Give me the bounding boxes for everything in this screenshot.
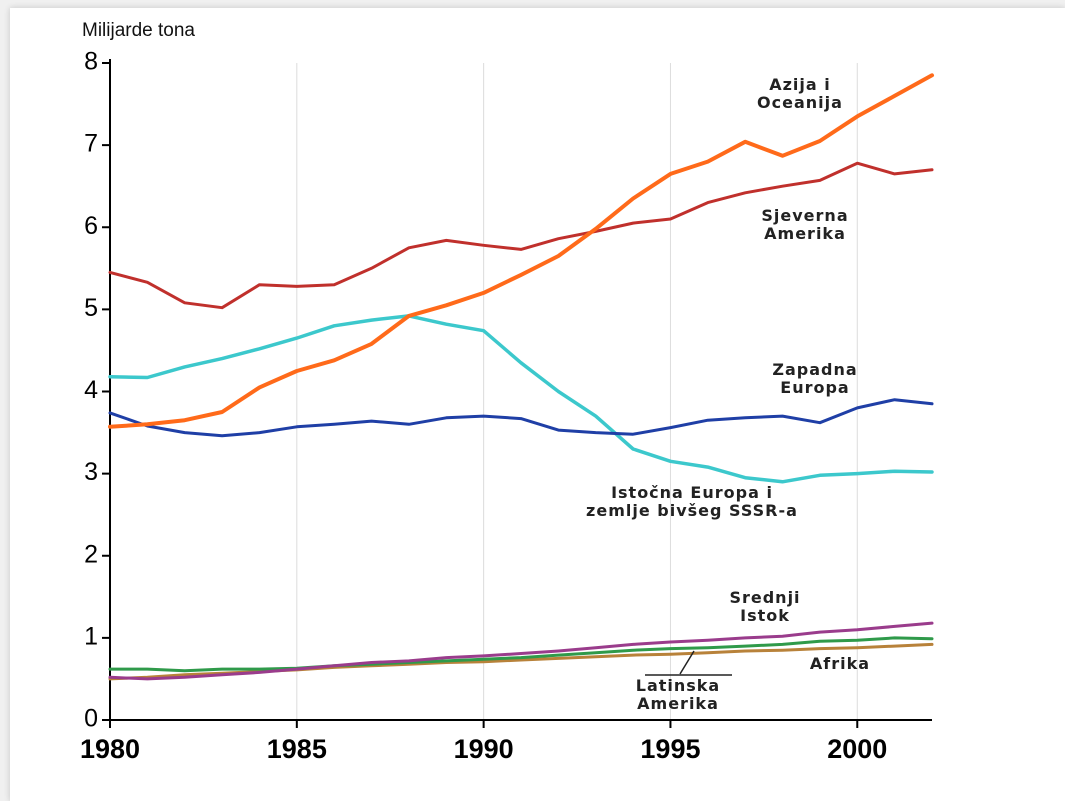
annotation-afrika: Afrika — [810, 654, 870, 673]
y-axis-label: Milijarde tona — [82, 20, 195, 41]
series-line-zapadna-europa — [108, 398, 934, 438]
y-tick-label-1: 1 — [84, 622, 98, 650]
x-tick-label-1980: 1980 — [80, 734, 140, 764]
y-tick-label-5: 5 — [84, 294, 98, 322]
x-tick-label-1985: 1985 — [267, 734, 327, 764]
y-tick-label-7: 7 — [84, 130, 98, 158]
annotation-line: Amerika — [637, 694, 719, 713]
latinska-amerika-leader-pointer — [679, 650, 695, 675]
y-tick-label-8: 8 — [84, 48, 98, 76]
axes — [102, 59, 932, 728]
x-tick-label-2000: 2000 — [827, 734, 887, 764]
y-tick-label-4: 4 — [84, 376, 98, 404]
annotation-sjeverna-amerika: Sjeverna Amerika — [761, 206, 848, 243]
annotation-line: Azija i — [769, 75, 831, 94]
annotation-line: Latinska — [636, 676, 720, 695]
y-tick-label-0: 0 — [84, 705, 98, 733]
series-line-azija-i-oceanija — [108, 73, 934, 429]
annotation-line: Afrika — [810, 654, 870, 673]
y-tick-label-6: 6 — [84, 212, 98, 240]
series-line-sjeverna-amerika — [108, 161, 934, 310]
series-line-latinska-amerika — [108, 636, 934, 673]
series-line-istocna-europa-i-zemlje-bivseg-sssr-a — [108, 314, 934, 484]
line-chart: Milijarde tona 0 1 2 3 4 5 6 7 8 1980 1985 1990 1995… — [80, 20, 934, 764]
annotation-latinska-amerika: Latinska Amerika — [636, 676, 720, 713]
annotation-srednji-istok: Srednji Istok — [729, 588, 800, 625]
y-tick-label-3: 3 — [84, 458, 98, 486]
tick-labels: 0 1 2 3 4 5 6 7 8 1980 1985 1990 1995 2000 — [80, 48, 887, 764]
annotation-line: Istok — [740, 606, 790, 625]
annotation-zapadna-europa: Zapadna Europa — [772, 360, 857, 397]
x-tick-label-1990: 1990 — [454, 734, 514, 764]
series-group — [108, 73, 934, 681]
annotation-istocna-europa-i-zemlje-bivseg-sssr-a: Istočna Europa i zemlje bivšeg SSSR-a — [586, 483, 798, 520]
y-tick-label-2: 2 — [84, 540, 98, 568]
slide-frame: Milijarde tona 0 1 2 3 4 5 6 7 8 1980 1985 1990 1995… — [10, 8, 1065, 801]
annotation-line: Sjeverna — [761, 206, 848, 225]
annotation-line: Oceanija — [757, 93, 843, 112]
annotation-line: Europa — [780, 378, 849, 397]
annotation-azija-i-oceanija: Azija i Oceanija — [757, 75, 843, 112]
annotation-line: zemlje bivšeg SSSR-a — [586, 501, 798, 520]
annotation-line: Amerika — [764, 224, 846, 243]
annotation-line: Srednji — [729, 588, 800, 607]
x-tick-label-1995: 1995 — [640, 734, 700, 764]
annotation-line: Istočna Europa i — [611, 483, 773, 502]
series-line-srednji-istok — [108, 621, 934, 681]
annotation-line: Zapadna — [772, 360, 857, 379]
